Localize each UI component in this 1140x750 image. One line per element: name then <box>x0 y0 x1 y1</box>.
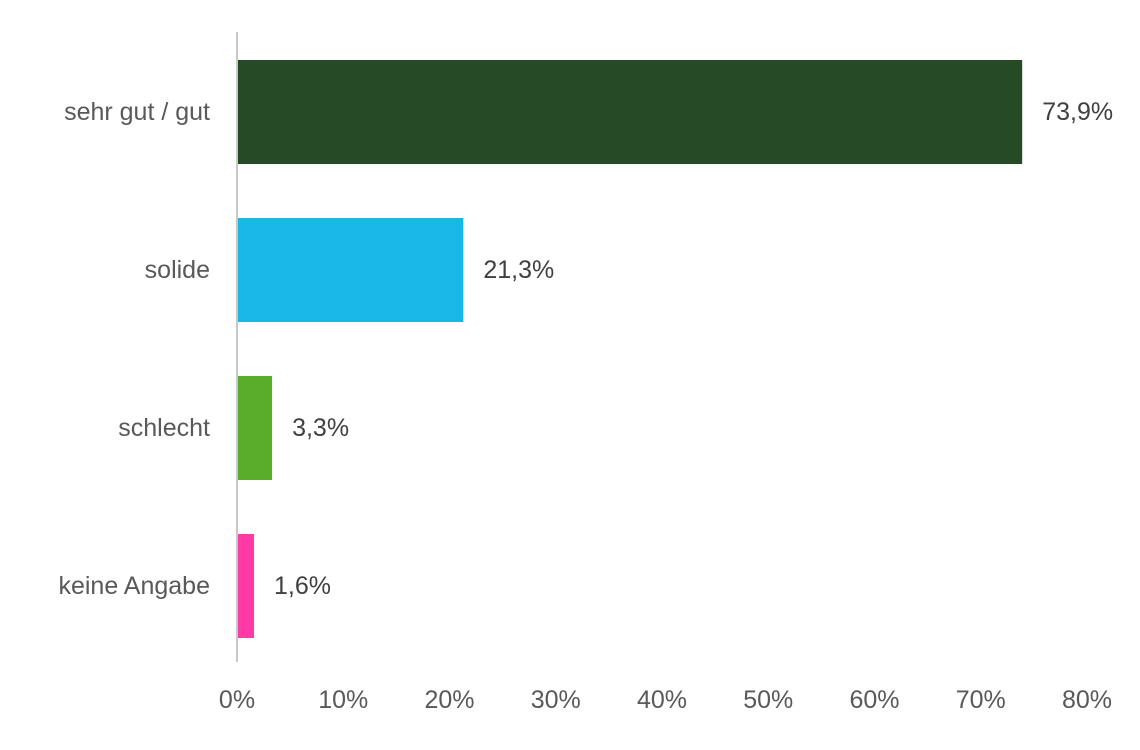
x-tick-label: 50% <box>743 686 793 714</box>
x-tick-label: 80% <box>1062 686 1112 714</box>
category-labels: sehr gut / gut solide schlecht keine Angabe <box>58 98 210 600</box>
value-labels: 73,9% 21,3% 3,3% 1,6% <box>274 98 1113 600</box>
x-tick-label: 40% <box>637 686 687 714</box>
data-label: 21,3% <box>483 256 554 284</box>
x-tick-label: 60% <box>849 686 899 714</box>
x-tick-label: 0% <box>219 686 255 714</box>
category-label: keine Angabe <box>58 572 210 600</box>
data-label: 3,3% <box>292 414 349 442</box>
bar-2 <box>238 376 273 480</box>
bar-1 <box>238 218 464 322</box>
bar-3 <box>238 534 254 638</box>
x-tick-label: 30% <box>531 686 581 714</box>
x-tick-label: 70% <box>956 686 1006 714</box>
data-label: 73,9% <box>1042 98 1113 126</box>
x-tick-label: 10% <box>318 686 368 714</box>
x-tick-label: 20% <box>424 686 474 714</box>
data-label: 1,6% <box>274 572 331 600</box>
x-tick-labels: 0% 10% 20% 30% 40% 50% 60% 70% 80% <box>219 686 1112 714</box>
category-label: schlecht <box>118 414 210 442</box>
bar-0 <box>238 60 1023 164</box>
bars-group <box>238 60 1023 638</box>
category-label: solide <box>145 256 210 284</box>
category-label: sehr gut / gut <box>64 98 210 126</box>
